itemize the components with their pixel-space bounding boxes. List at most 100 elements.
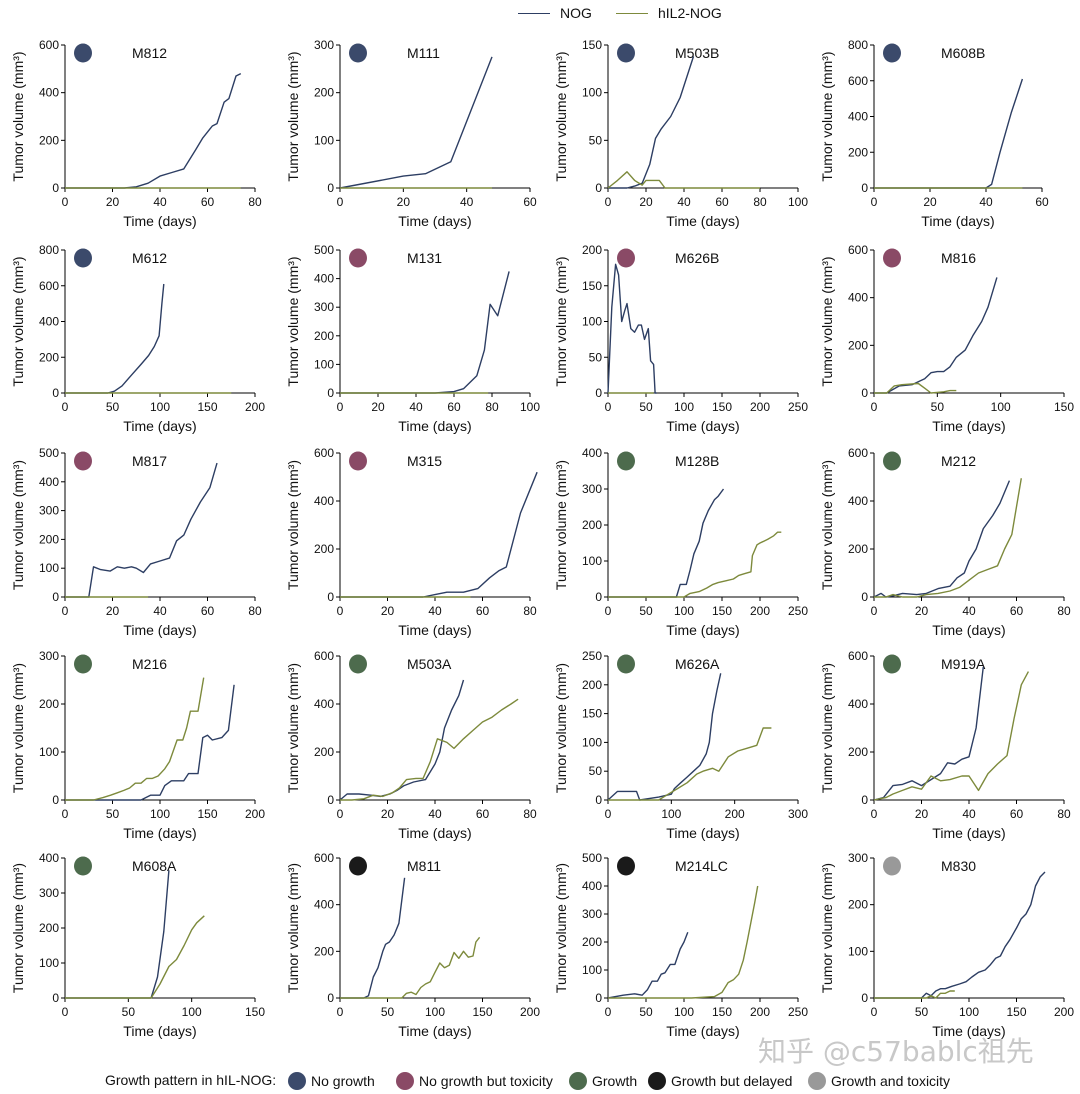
category-dot-icon (288, 1072, 306, 1090)
category-dot-icon (74, 43, 92, 63)
x-tick-label: 100 (520, 400, 540, 414)
y-tick-label: 200 (39, 532, 59, 546)
panel-title: M608A (132, 858, 177, 874)
y-tick-label: 300 (39, 649, 59, 663)
panel-title: M214LC (675, 858, 728, 874)
x-tick-label: 50 (639, 604, 653, 618)
y-tick-label: 400 (848, 697, 868, 711)
series-line-hil2-nog (65, 915, 205, 999)
series-line-nog (874, 78, 1024, 189)
x-axis-label: Time (days) (123, 825, 196, 841)
y-tick-label: 200 (582, 518, 602, 532)
y-tick-label: 100 (582, 315, 602, 329)
series-line-nog (608, 488, 725, 598)
x-tick-label: 60 (1010, 807, 1024, 821)
x-tick-label: 0 (871, 807, 878, 821)
y-tick-label: 400 (39, 851, 59, 865)
x-axis-label: Time (days) (666, 622, 739, 638)
y-tick-label: 0 (52, 793, 59, 807)
x-tick-label: 20 (371, 400, 385, 414)
category-dot-icon (396, 1072, 414, 1090)
x-tick-label: 0 (605, 400, 612, 414)
y-tick-label: 500 (582, 851, 602, 865)
y-tick-label: 100 (582, 554, 602, 568)
x-tick-label: 80 (248, 195, 262, 209)
y-tick-label: 0 (595, 793, 602, 807)
series-line-hil2-nog (608, 885, 759, 999)
x-tick-label: 0 (605, 604, 612, 618)
y-tick-label: 0 (861, 386, 868, 400)
x-tick-label: 20 (923, 195, 937, 209)
series-line-nog (607, 673, 722, 801)
y-tick-label: 100 (582, 963, 602, 977)
y-axis-label: Tumor volume (mm³) (819, 663, 835, 793)
panel-title: M816 (941, 250, 976, 266)
y-tick-label: 200 (39, 350, 59, 364)
y-tick-label: 300 (39, 504, 59, 518)
panel-m131: 0 100 200 300 400 500 0 20 40 60 80 100 Time (days) T… (285, 243, 540, 434)
category-label: Growth but delayed (671, 1073, 793, 1089)
y-tick-label: 500 (39, 446, 59, 460)
legend-label-hil2-nog: hIL2-NOG (658, 5, 722, 21)
x-tick-label: 20 (397, 195, 411, 209)
x-tick-label: 100 (788, 195, 808, 209)
y-tick-label: 100 (848, 944, 868, 958)
x-tick-label: 0 (337, 807, 344, 821)
panel-m817: 0 100 200 300 400 500 0 20 40 60 80 Time (days) Tumo… (10, 446, 262, 638)
y-tick-label: 600 (848, 74, 868, 88)
x-axis-label: Time (days) (398, 825, 471, 841)
x-tick-label: 50 (639, 400, 653, 414)
y-tick-label: 400 (314, 898, 334, 912)
category-label: No growth but toxicity (419, 1073, 553, 1089)
y-tick-label: 600 (848, 243, 868, 257)
x-tick-label: 60 (1010, 604, 1024, 618)
x-tick-label: 50 (931, 400, 945, 414)
y-tick-label: 100 (39, 956, 59, 970)
y-tick-label: 200 (314, 86, 334, 100)
x-tick-label: 150 (1054, 400, 1074, 414)
panel-m111: 0 100 200 300 0 20 40 60 Time (days) Tumor volume… (285, 38, 537, 229)
series-line-nog (874, 871, 1046, 999)
series-line-nog (607, 263, 657, 394)
series-line-hil2-nog (874, 478, 1022, 598)
category-dot-icon (74, 451, 92, 471)
panel-title: M128B (675, 453, 719, 469)
y-tick-label: 200 (848, 338, 868, 352)
x-tick-label: 200 (750, 400, 770, 414)
panel-title: M817 (132, 453, 167, 469)
panel-m608b: 0 200 400 600 800 0 20 40 60 Time (days) Tumor vol… (819, 38, 1049, 229)
x-tick-label: 60 (447, 400, 461, 414)
y-tick-label: 600 (39, 38, 59, 52)
y-tick-label: 400 (848, 110, 868, 124)
x-tick-label: 60 (201, 604, 215, 618)
category-dot-icon (883, 856, 901, 876)
x-tick-label: 40 (428, 807, 442, 821)
y-axis-label: Tumor volume (mm³) (10, 863, 26, 993)
x-tick-label: 0 (605, 1005, 612, 1019)
x-tick-label: 0 (871, 1005, 878, 1019)
y-tick-label: 200 (848, 898, 868, 912)
x-tick-label: 0 (62, 195, 69, 209)
category-dot-icon (569, 1072, 587, 1090)
growth-pattern-no-growth-but-toxicity: No growth but toxicity (396, 1072, 553, 1090)
panel-m626b: 0 50 100 150 200 0 50 100 150 200 250 Time (days) Tu… (553, 243, 808, 434)
y-tick-label: 200 (582, 935, 602, 949)
x-tick-label: 0 (871, 604, 878, 618)
panel-title: M812 (132, 45, 167, 61)
series-line-nog (65, 72, 242, 189)
x-tick-label: 150 (472, 1005, 492, 1019)
panel-m612: 0 200 400 600 800 0 50 100 150 200 Time (days) Tumo… (10, 243, 265, 434)
series-legend: NOG hIL2-NOG (0, 0, 1080, 28)
category-dot-icon (349, 654, 367, 674)
x-axis-label: Time (days) (398, 418, 471, 434)
series-line-hil2-nog (608, 727, 772, 801)
x-axis-label: Time (days) (666, 825, 739, 841)
x-axis-label: Time (days) (123, 1023, 196, 1039)
y-tick-label: 600 (314, 649, 334, 663)
category-dot-icon (883, 43, 901, 63)
x-tick-label: 100 (674, 1005, 694, 1019)
y-axis-label: Tumor volume (mm³) (819, 460, 835, 590)
x-tick-label: 150 (1006, 1005, 1026, 1019)
category-dot-icon (617, 856, 635, 876)
x-axis-label: Time (days) (398, 1023, 471, 1039)
